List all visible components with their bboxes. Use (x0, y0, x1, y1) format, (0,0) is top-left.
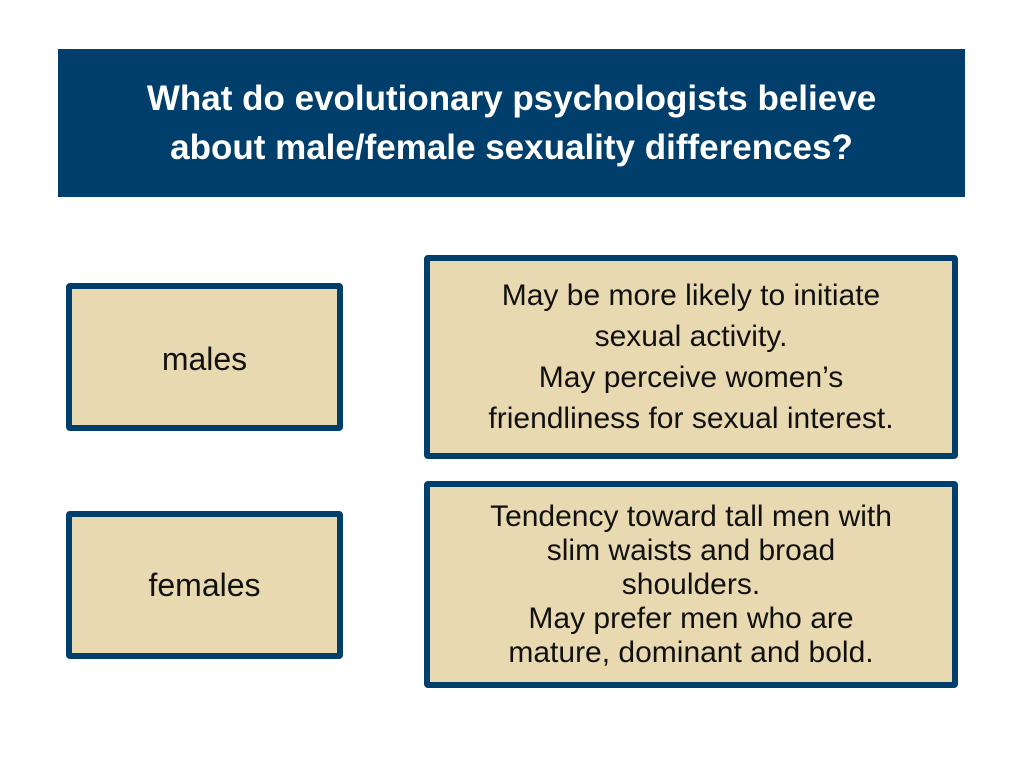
description-line: mature, dominant and bold. (508, 635, 874, 669)
description-line: Tendency toward tall men with (490, 499, 892, 533)
description-line: sexual activity. (594, 320, 788, 353)
description-line: shoulders. (621, 567, 761, 601)
label-box: females (66, 511, 343, 659)
label: females (148, 566, 261, 603)
description-box: May be more likely to initiate sexual act… (424, 255, 958, 459)
description-line: May prefer men who are (528, 601, 854, 635)
title-banner: What do evolutionary psychologists belie… (58, 49, 965, 197)
description-line: May perceive women’s (538, 361, 844, 394)
description-line: friendliness for sexual interest. (488, 402, 894, 435)
title-line: What do evolutionary psychologists belie… (146, 79, 877, 118)
description-line: slim waists and broad (546, 533, 836, 567)
title-line: about male/female sexuality differences? (170, 128, 853, 167)
description-line: May be more likely to initiate (501, 279, 881, 312)
label-box: males (66, 283, 343, 431)
label: males (161, 341, 248, 377)
description-box: Tendency toward tall men with slim waists… (424, 481, 958, 688)
